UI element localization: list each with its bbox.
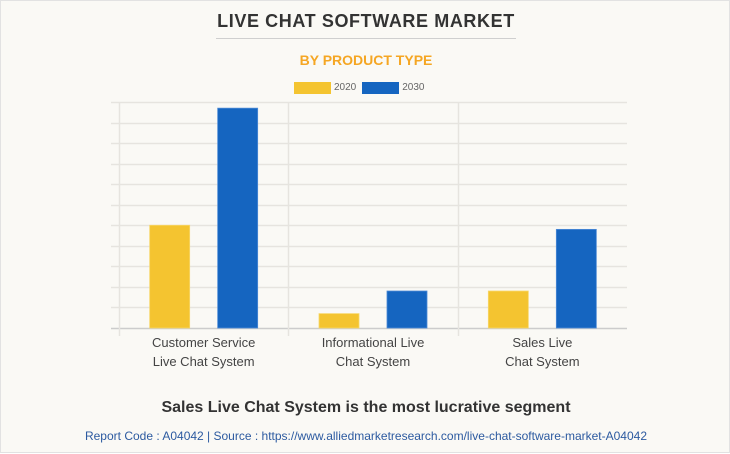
- title-divider: [216, 38, 516, 39]
- category-label-line: Chat System: [505, 354, 580, 369]
- bar-2020-1: [318, 313, 360, 329]
- bar-2030-1: [386, 290, 428, 329]
- bar-2030-0: [217, 107, 259, 329]
- category-label: Customer Service Live Chat System: [119, 333, 289, 371]
- bar-2020-0: [149, 224, 191, 329]
- category-label-line: Informational Live: [321, 335, 425, 350]
- bar-2030-2: [555, 228, 597, 329]
- category-label: Sales Live Chat System: [457, 333, 627, 371]
- legend: 2020 2030: [294, 81, 431, 94]
- category-label-line: Sales Live: [512, 335, 573, 350]
- category-label: Informational Live Chat System: [288, 333, 458, 371]
- legend-label-2020: 2020: [334, 82, 357, 93]
- source-line[interactable]: Report Code : A04042 | Source : https://…: [84, 429, 648, 443]
- legend-item-2030[interactable]: 2030: [362, 81, 425, 94]
- bar-2020-2: [487, 290, 529, 329]
- chart-subtitle: BY PRODUCT TYPE: [299, 52, 433, 68]
- legend-swatch-2030: [362, 81, 400, 94]
- chart-title: LIVE CHAT SOFTWARE MARKET: [217, 11, 515, 31]
- legend-label-2030: 2030: [402, 82, 425, 93]
- category-label-line: Live Chat System: [152, 354, 255, 369]
- key-finding-headline: Sales Live Chat System is the most lucra…: [161, 399, 571, 416]
- category-label-line: Customer Service: [152, 335, 256, 350]
- legend-item-2020[interactable]: 2020: [294, 81, 357, 94]
- legend-swatch-2020: [294, 81, 331, 94]
- category-label-line: Chat System: [335, 354, 411, 369]
